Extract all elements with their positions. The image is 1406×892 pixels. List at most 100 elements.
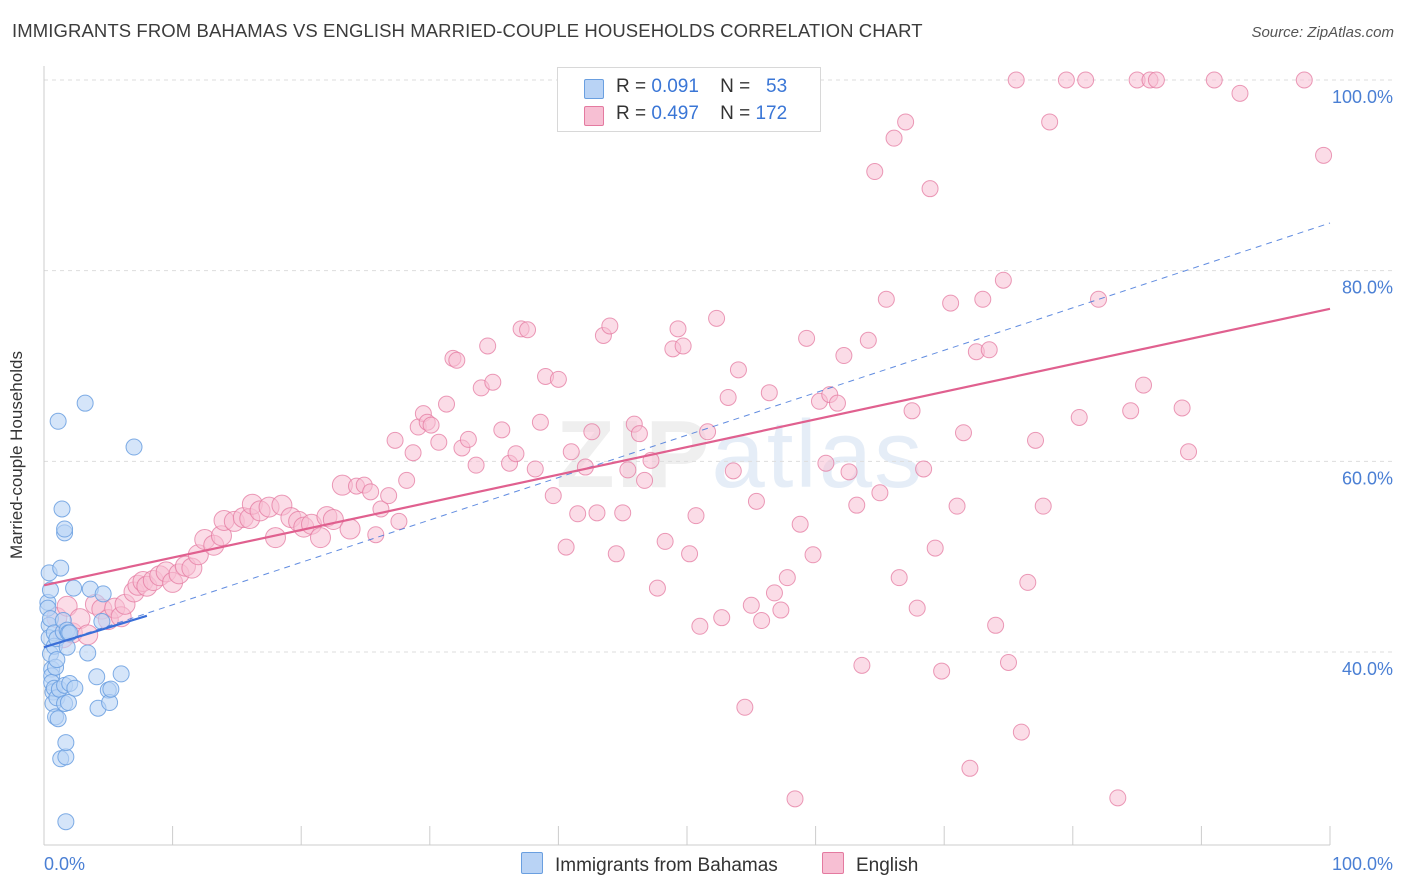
- english-point: [699, 423, 717, 441]
- english-point: [557, 538, 575, 556]
- english-point: [531, 413, 549, 431]
- english-point: [519, 321, 537, 339]
- english-point: [459, 430, 477, 448]
- english-point: [736, 698, 754, 716]
- english-point: [994, 271, 1012, 289]
- english-point: [1122, 402, 1140, 420]
- english-point: [817, 454, 835, 472]
- english-point: [687, 507, 705, 525]
- source-label: Source: ZipAtlas.com: [1251, 24, 1394, 41]
- english-point: [980, 341, 998, 359]
- x-tick-label: 100.0%: [1332, 854, 1393, 874]
- english-point: [681, 545, 699, 563]
- stats-r-label: R =: [616, 76, 647, 97]
- english-point: [871, 484, 889, 502]
- english-point: [1057, 71, 1075, 89]
- stats-legend-box: R = 0.091 N = 53 R = 0.497 N = 172: [557, 67, 821, 132]
- english-point: [583, 423, 601, 441]
- english-point: [719, 388, 737, 406]
- english-point: [897, 113, 915, 131]
- english-point: [404, 444, 422, 462]
- english-point: [1205, 71, 1223, 89]
- english-point: [601, 317, 619, 335]
- english-point: [853, 656, 871, 674]
- english-point: [1070, 408, 1088, 426]
- english-point: [933, 662, 951, 680]
- bahamas-point: [112, 665, 130, 683]
- english-point: [948, 497, 966, 515]
- bahamas-point: [52, 559, 70, 577]
- english-point: [380, 487, 398, 505]
- english-point: [724, 462, 742, 480]
- stats-n-label: N =: [720, 76, 751, 97]
- bahamas-point: [53, 500, 71, 518]
- legend-item-english[interactable]: English: [822, 852, 918, 877]
- legend-swatch-bahamas: [521, 852, 543, 874]
- english-point: [607, 545, 625, 563]
- english-point: [636, 471, 654, 489]
- english-point: [786, 790, 804, 808]
- english-point: [1000, 653, 1017, 671]
- english-point: [430, 433, 448, 451]
- english-point: [708, 309, 726, 327]
- english-point: [747, 492, 765, 510]
- stats-n-label: N =: [720, 103, 751, 124]
- english-point: [1315, 146, 1333, 164]
- english-point: [877, 290, 895, 308]
- english-point: [921, 180, 939, 198]
- y-tick-label: 80.0%: [1342, 278, 1393, 298]
- english-point: [974, 290, 992, 308]
- bahamas-point: [125, 438, 143, 456]
- english-point: [367, 526, 385, 544]
- stats-r-value-english: 0.497: [651, 103, 699, 124]
- english-point: [1077, 71, 1095, 89]
- english-point: [1135, 376, 1153, 394]
- stats-r-label: R =: [616, 103, 647, 124]
- english-point: [915, 460, 933, 478]
- y-tick-label: 100.0%: [1332, 87, 1393, 107]
- y-tick-label: 60.0%: [1342, 468, 1393, 488]
- english-point: [961, 759, 979, 777]
- english-point: [1012, 723, 1030, 741]
- bahamas-point: [94, 585, 112, 603]
- english-point: [942, 294, 960, 312]
- bahamas-point: [61, 624, 79, 642]
- english-point: [778, 569, 796, 587]
- english-point: [760, 384, 778, 402]
- english-point: [493, 421, 511, 439]
- english-trend-line: [43, 307, 1331, 587]
- english-point: [484, 373, 502, 391]
- english-point: [448, 351, 466, 369]
- bahamas-point: [102, 680, 120, 698]
- english-point: [1041, 113, 1059, 131]
- english-point: [1027, 431, 1045, 449]
- bahamas-point: [56, 520, 74, 538]
- bahamas-point: [88, 668, 106, 686]
- bahamas-point: [57, 813, 75, 831]
- bahamas-point: [41, 581, 59, 599]
- bahamas-point: [57, 734, 75, 752]
- english-point: [885, 129, 903, 147]
- legend-item-bahamas[interactable]: Immigrants from Bahamas: [521, 852, 778, 877]
- y-axis-label: Married-couple Households: [7, 351, 26, 559]
- english-point: [1180, 443, 1198, 461]
- english-point: [908, 599, 926, 617]
- english-point: [903, 402, 921, 420]
- bahamas-point: [59, 694, 77, 712]
- english-point: [1007, 71, 1025, 89]
- stats-swatch-english: [584, 106, 604, 126]
- english-point: [656, 532, 674, 550]
- english-point: [588, 504, 606, 522]
- english-point: [954, 424, 972, 442]
- english-point: [791, 515, 809, 533]
- english-point: [526, 460, 544, 478]
- bahamas-point: [79, 644, 97, 662]
- english-point: [798, 329, 816, 347]
- english-point: [674, 337, 692, 355]
- english-point: [438, 395, 456, 413]
- bahamas-point: [65, 579, 83, 597]
- stats-r-value-bahamas: 0.091: [651, 76, 699, 97]
- english-point: [1173, 399, 1191, 417]
- english-point: [362, 483, 380, 501]
